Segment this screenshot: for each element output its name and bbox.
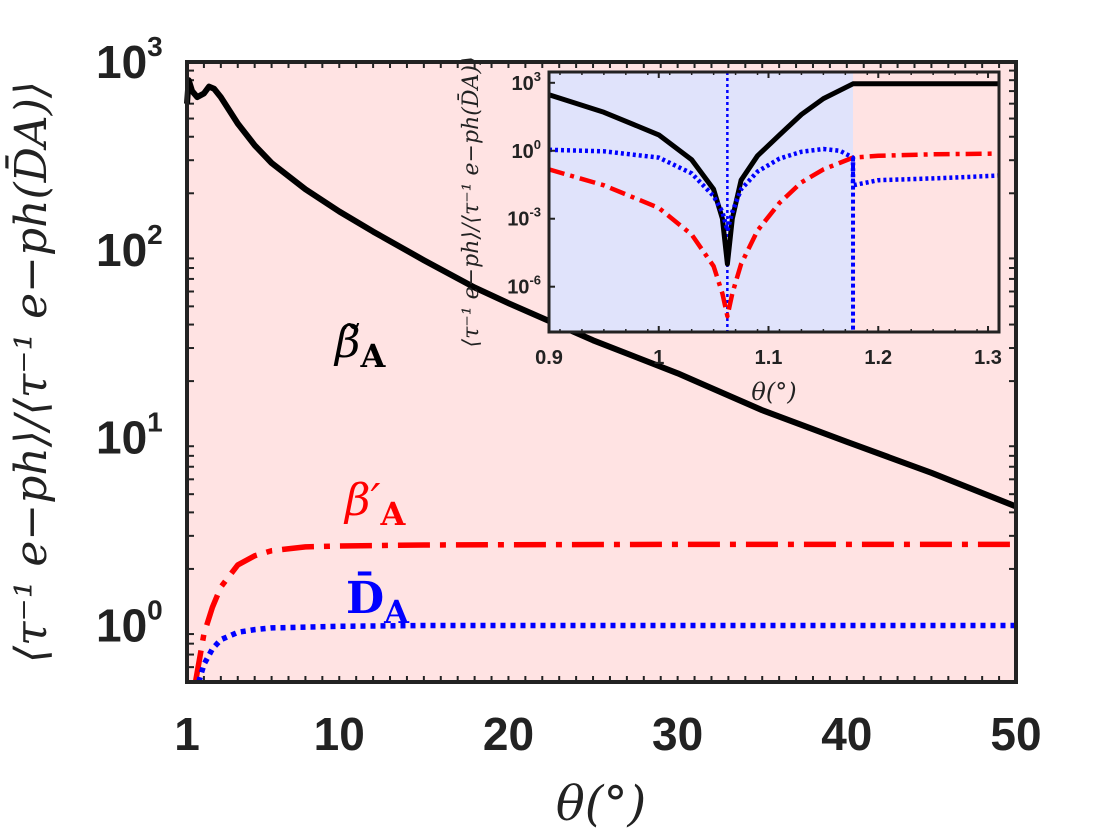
series-label-beta-prime: β′A	[343, 475, 406, 533]
series-line-beta-prime	[192, 541, 1016, 683]
inset-x-tick-label: 0.9	[535, 347, 563, 369]
series-label-d-bar: D̄A	[346, 570, 410, 631]
main-series-group	[184, 77, 1018, 683]
inset-x-tick-label: 1	[653, 347, 664, 369]
inset-y-tick-labels: 10-6 10-3 100 103	[507, 69, 555, 299]
main-x-tick-label: 1	[174, 708, 200, 760]
main-x-tick-label: 40	[821, 708, 872, 760]
inset-x-axis-label: θ(°)	[751, 378, 796, 406]
series-label-beta-tilde: β̃A	[333, 317, 386, 375]
series-line-beta-tilde	[184, 77, 1018, 510]
inset-chart: 0.9 1 1.1 1.2 1.3 10-6 10-3 100 103 θ(°) ⟨τ⁻¹ e…	[457, 56, 1002, 406]
inset-series-line-d-bar	[548, 146, 1000, 233]
inset-x-tick-label: 1.2	[864, 347, 892, 369]
inset-x-tick-labels: 0.9 1 1.1 1.2 1.3	[535, 72, 1002, 369]
main-y-tick-label: 102	[96, 219, 163, 276]
inset-region-pink	[853, 72, 999, 332]
inset-series-group	[548, 72, 1000, 332]
main-x-tick-label: 20	[483, 708, 534, 760]
inset-x-tick-label: 1.1	[755, 347, 783, 369]
inset-plot-frame	[547, 70, 1001, 334]
main-plot-frame	[185, 60, 1018, 684]
main-x-axis-label: θ(°)	[556, 776, 646, 832]
inset-y-tick-label: 103	[512, 69, 541, 95]
main-y-tick-label: 101	[96, 407, 163, 464]
inset-y-tick-label: 10-6	[507, 273, 541, 299]
inset-y-tick-label: 100	[512, 137, 541, 163]
main-x-tick-label: 30	[652, 708, 703, 760]
main-y-tick-labels: 100 101 102 103	[96, 31, 163, 651]
main-x-tick-label: 50	[990, 708, 1041, 760]
main-x-tick-labels: 1 10 20 30 40 50	[174, 708, 1041, 760]
inset-y-tick-label: 10-3	[507, 205, 541, 231]
main-y-axis-label: ⟨τ⁻¹ e−ph⟩/⟨τ⁻¹ e−ph(D̄A)⟩	[4, 81, 57, 663]
inset-x-tick-label: 1.3	[974, 347, 1002, 369]
main-y-tick-label: 103	[96, 31, 163, 88]
inset-y-axis-label: ⟨τ⁻¹ e−ph⟩/⟨τ⁻¹ e−ph(D̄A)⟩	[457, 56, 484, 347]
main-x-tick-label: 10	[314, 708, 365, 760]
inset-series-line-beta-prime	[548, 151, 1000, 319]
main-y-tick-label: 100	[96, 594, 163, 651]
